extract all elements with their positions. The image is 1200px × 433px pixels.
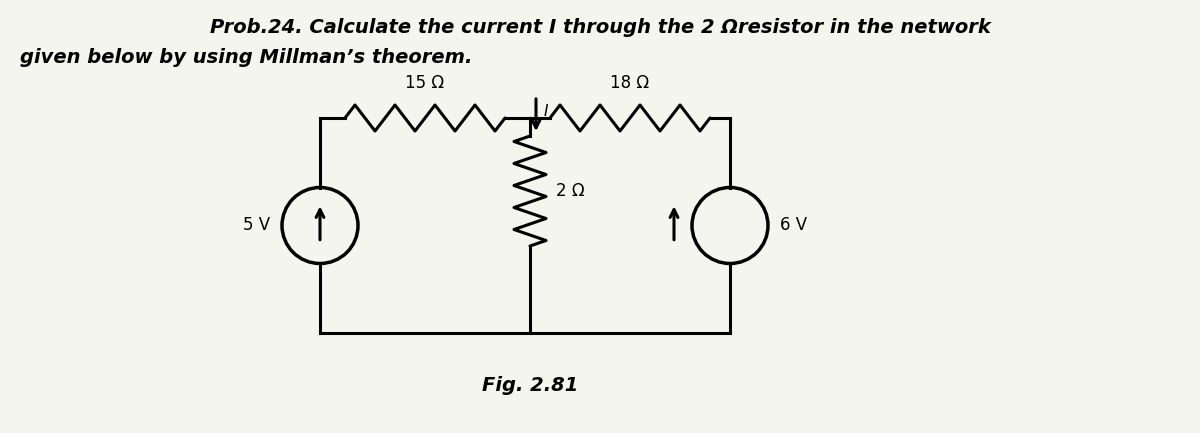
Text: 2 Ω: 2 Ω [556, 182, 584, 200]
Text: I: I [544, 103, 548, 119]
Text: Fig. 2.81: Fig. 2.81 [482, 376, 578, 395]
Text: Prob.24. Calculate the current I through the 2 Ωresistor in the network: Prob.24. Calculate the current I through… [210, 18, 990, 37]
Text: 5 V: 5 V [242, 216, 270, 235]
Text: given below by using Millman’s theorem.: given below by using Millman’s theorem. [20, 48, 473, 67]
Text: 15 Ω: 15 Ω [406, 74, 444, 92]
Text: 18 Ω: 18 Ω [611, 74, 649, 92]
Text: 6 V: 6 V [780, 216, 808, 235]
